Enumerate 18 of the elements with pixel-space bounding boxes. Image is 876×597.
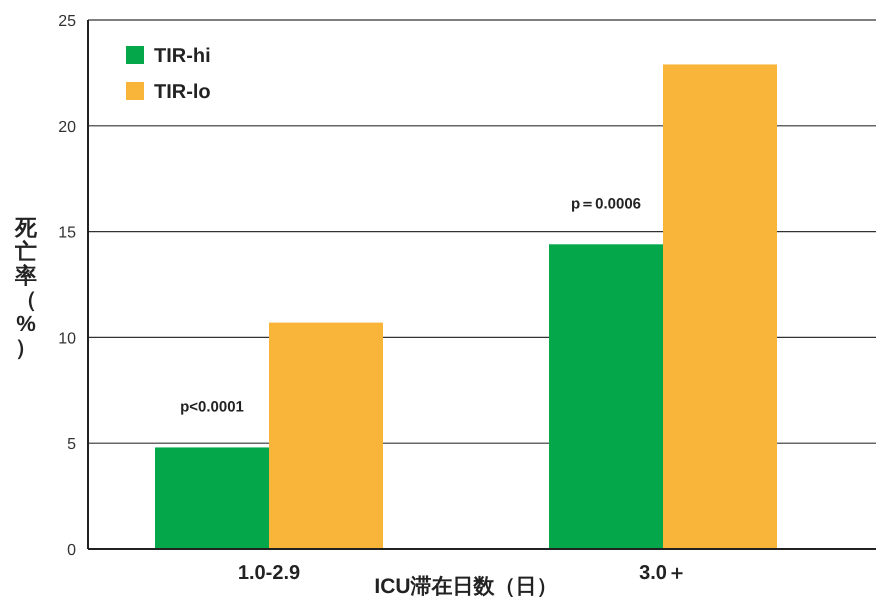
y-tick-label: 20 (58, 118, 76, 136)
bar (549, 244, 663, 549)
bar (269, 322, 383, 549)
x-axis-title: ICU滞在日数（日） (374, 575, 558, 597)
y-tick-label: 5 (67, 436, 76, 454)
y-tick-label: 10 (58, 330, 76, 348)
annotation: p＝0.0006 (570, 195, 642, 212)
x-tick-label: 3.0＋ (639, 562, 687, 584)
y-tick-label: 0 (67, 542, 76, 559)
y-tick-label: 25 (58, 13, 76, 30)
x-tick-label: 1.0-2.9 (238, 562, 300, 584)
bar (663, 64, 777, 549)
legend-label: TIR-lo (154, 81, 211, 103)
y-tick-label: 15 (58, 224, 76, 242)
annotation: p<0.0001 (180, 398, 244, 416)
legend-label: TIR-hi (154, 45, 211, 67)
bar (155, 447, 269, 549)
y-axis-title: 死亡率（%） (14, 215, 38, 360)
